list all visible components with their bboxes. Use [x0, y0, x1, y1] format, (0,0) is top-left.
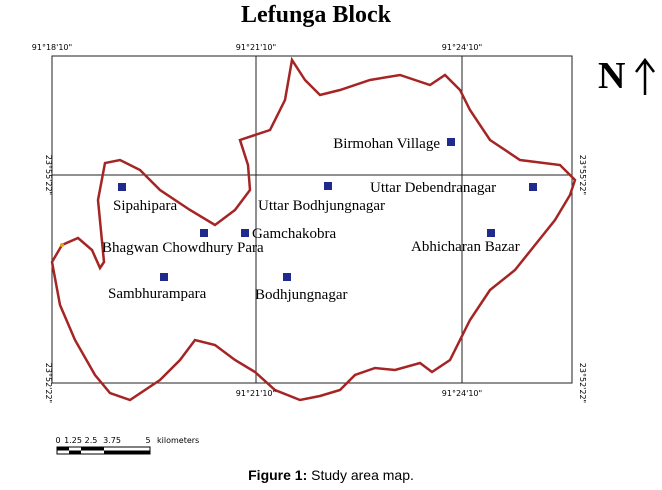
- place-label: Gamchakobra: [252, 226, 336, 242]
- place-marker: [487, 229, 495, 237]
- scale-label: 0: [55, 436, 60, 445]
- north-arrow: [635, 57, 655, 95]
- coord-label: 23°52'22": [44, 363, 53, 403]
- scale-label: 2.5: [85, 436, 98, 445]
- coord-label: 23°52'22": [578, 363, 587, 403]
- place-marker: [324, 182, 332, 190]
- place-label: Uttar Debendranagar: [370, 180, 496, 196]
- place-label: Birmohan Village: [333, 136, 440, 152]
- scale-label: 3.75: [103, 436, 121, 445]
- caption: Figure 1: Study area map.: [248, 467, 414, 483]
- place-label: Sambhurampara: [108, 286, 207, 302]
- place-marker: [447, 138, 455, 146]
- place-marker: [118, 183, 126, 191]
- scale-label: 5: [145, 436, 150, 445]
- coord-label: 91°21'10": [236, 389, 276, 398]
- north-label: N: [598, 55, 625, 97]
- place-marker: [160, 273, 168, 281]
- scale-unit: kilometers: [157, 436, 199, 445]
- place-marker: [529, 183, 537, 191]
- block-boundary: [50, 56, 577, 402]
- boundary-point: [60, 243, 64, 247]
- place-label: Abhicharan Bazar: [411, 239, 520, 255]
- scale-segment: [104, 450, 150, 454]
- scale-bar: [56, 446, 151, 455]
- place-label: Bhagwan Chowdhury Para: [102, 240, 264, 256]
- scale-label: 1.25: [64, 436, 82, 445]
- scale-segment: [57, 447, 69, 451]
- place-label: Sipahipara: [113, 198, 177, 214]
- place-marker: [200, 229, 208, 237]
- caption-label: Figure 1:: [248, 467, 307, 483]
- coord-label: 91°24'10": [442, 43, 482, 52]
- coord-label: 23°55'22": [44, 155, 53, 195]
- map-title: Lefunga Block: [241, 2, 392, 28]
- coord-label: 91°24'10": [442, 389, 482, 398]
- place-label: Uttar Bodhjungnagar: [258, 198, 385, 214]
- coord-label: 91°18'10": [32, 43, 72, 52]
- place-marker: [283, 273, 291, 281]
- coord-label: 91°21'10": [236, 43, 276, 52]
- coord-label: 23°55'22": [578, 155, 587, 195]
- scale-segment: [69, 450, 81, 454]
- place-label: Bodhjungnagar: [255, 287, 347, 303]
- caption-text: Study area map.: [311, 467, 414, 483]
- scale-segment: [81, 447, 104, 451]
- place-marker: [241, 229, 249, 237]
- map-frame: [51, 55, 573, 384]
